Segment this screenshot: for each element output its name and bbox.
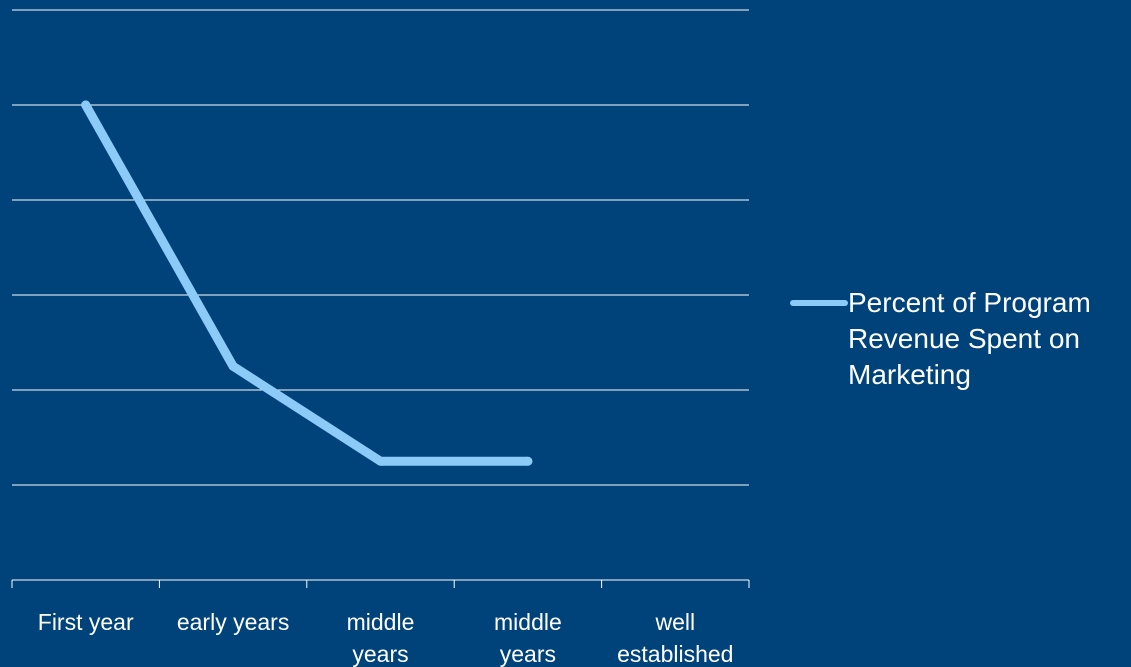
legend-swatch [790,300,848,306]
x-tick-label: well established [617,609,733,667]
data-point [81,100,91,110]
x-tick-label: First year [38,609,134,635]
x-tick-label: middle years [347,609,415,667]
x-tick-label: middle years [494,609,562,667]
chart-legend: Percent of Program Revenue Spent on Mark… [790,285,1131,393]
x-tick-label: early years [177,609,289,635]
series-line [81,100,533,466]
data-point [376,456,385,466]
data-point [523,456,533,466]
data-point [228,361,238,371]
legend-label: Percent of Program Revenue Spent on Mark… [848,287,1091,390]
